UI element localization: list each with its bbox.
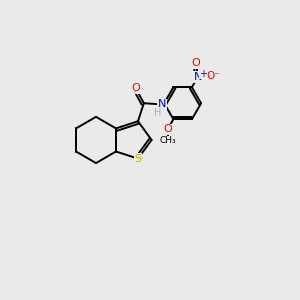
Text: H: H [154, 108, 161, 118]
Text: S: S [134, 154, 142, 164]
Text: O: O [131, 83, 140, 93]
Text: N: N [194, 72, 202, 82]
Text: CH₃: CH₃ [159, 136, 176, 145]
Text: O⁻: O⁻ [206, 71, 220, 81]
Text: N: N [158, 99, 166, 110]
Text: +: + [200, 69, 207, 79]
Text: O: O [163, 124, 172, 134]
Text: O: O [192, 58, 200, 68]
